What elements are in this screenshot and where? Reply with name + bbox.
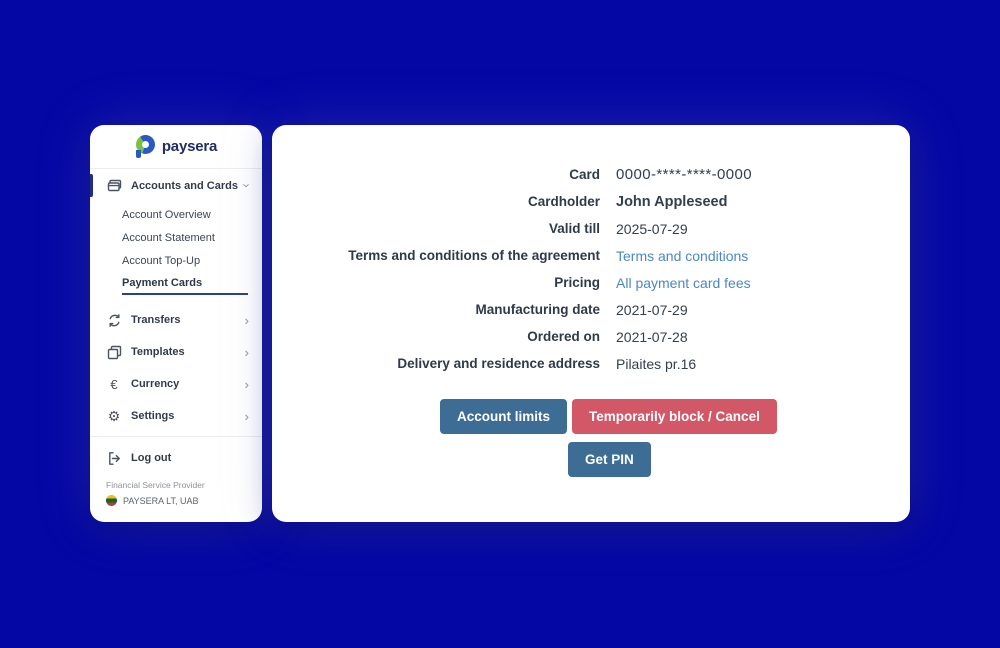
paysera-logo[interactable]: paysera <box>90 125 262 168</box>
detail-row: Ordered on 2021-07-28 <box>272 323 910 350</box>
card-details-list: Card 0000-****-****-0000 Cardholder John… <box>272 125 910 377</box>
detail-label: Valid till <box>548 221 600 236</box>
provider-info: Financial Service Provider PAYSERA LT, U… <box>90 474 262 506</box>
lithuania-flag-icon <box>106 495 117 506</box>
ordered-on-value: 2021-07-28 <box>616 328 688 345</box>
sidebar-item-label: Transfers <box>131 314 181 326</box>
delivery-address-value: Pilaites pr.16 <box>616 355 697 372</box>
provider-label: Financial Service Provider <box>106 480 205 490</box>
detail-label: Cardholder <box>527 194 600 209</box>
sidebar-item-templates[interactable]: Templates › <box>90 336 262 368</box>
chevron-right-icon: › <box>244 344 249 360</box>
logout-icon <box>106 450 122 466</box>
chevron-right-icon: › <box>244 408 249 424</box>
cardholder-value: John Appleseed <box>616 193 728 210</box>
detail-row: Manufacturing date 2021-07-29 <box>272 296 910 323</box>
paysera-logo-text: paysera <box>161 138 218 155</box>
detail-label: Card <box>569 167 600 182</box>
get-pin-button[interactable]: Get PIN <box>568 442 651 477</box>
provider-name: PAYSERA LT, UAB <box>123 495 199 506</box>
chevron-right-icon: › <box>244 312 249 328</box>
card-number-value: 0000-****-****-0000 <box>616 166 753 183</box>
detail-row: Card 0000-****-****-0000 <box>272 161 910 188</box>
submenu-label: Account Statement <box>122 231 215 244</box>
terms-and-conditions-link[interactable]: Terms and conditions <box>616 247 749 264</box>
manufacturing-date-value: 2021-07-29 <box>616 301 688 318</box>
sidebar-item-label: Settings <box>131 410 175 422</box>
detail-label: Pricing <box>554 275 600 290</box>
sidebar-item-transfers[interactable]: Transfers › <box>90 304 262 336</box>
sidebar-item-account-overview[interactable]: Account Overview <box>122 203 248 226</box>
sidebar-item-account-top-up[interactable]: Account Top-Up <box>122 249 248 272</box>
sidebar: paysera Accounts and Cards › Account Ove… <box>90 125 262 522</box>
valid-till-value: 2025-07-29 <box>616 220 688 237</box>
detail-row: Terms and conditions of the agreement Te… <box>272 242 910 269</box>
detail-label: Terms and conditions of the agreement <box>348 248 600 263</box>
logout-label: Log out <box>131 452 172 464</box>
sidebar-item-label: Templates <box>131 346 185 358</box>
detail-row: Pricing All payment card fees <box>272 269 910 296</box>
divider <box>90 168 262 169</box>
submenu-label: Account Overview <box>122 208 211 221</box>
sidebar-item-account-statement[interactable]: Account Statement <box>122 226 248 249</box>
detail-label: Delivery and residence address <box>397 356 600 371</box>
euro-icon: € <box>110 376 118 392</box>
detail-label: Ordered on <box>527 329 600 344</box>
sidebar-item-label: Currency <box>131 378 180 390</box>
cards-icon <box>106 178 122 194</box>
detail-row: Cardholder John Appleseed <box>272 188 910 215</box>
payment-card-fees-link[interactable]: All payment card fees <box>616 274 751 291</box>
block-cancel-button[interactable]: Temporarily block / Cancel <box>572 399 777 434</box>
submenu-label: Account Top-Up <box>122 254 201 267</box>
active-section-indicator <box>90 174 93 197</box>
sidebar-item-currency[interactable]: € Currency › <box>90 368 262 400</box>
chevron-down-icon: › <box>239 183 255 188</box>
sidebar-item-accounts-and-cards[interactable]: Accounts and Cards › <box>90 171 262 200</box>
gear-icon: ⚙ <box>107 408 121 424</box>
logout-button[interactable]: Log out <box>90 442 262 474</box>
sidebar-item-settings[interactable]: ⚙ Settings › <box>90 400 262 432</box>
detail-row: Delivery and residence address Pilaites … <box>272 350 910 377</box>
submenu-label: Payment Cards <box>122 276 203 289</box>
card-actions: Account limits Temporarily block / Cance… <box>440 399 910 477</box>
accounts-submenu: Account Overview Account Statement Accou… <box>122 203 248 295</box>
account-limits-button[interactable]: Account limits <box>440 399 568 434</box>
templates-icon <box>106 344 122 360</box>
detail-row: Valid till 2025-07-29 <box>272 215 910 242</box>
sidebar-item-label: Accounts and Cards <box>131 179 238 192</box>
divider <box>90 436 262 437</box>
card-details-panel: Card 0000-****-****-0000 Cardholder John… <box>272 125 910 522</box>
paysera-logo-icon <box>135 135 155 158</box>
detail-label: Manufacturing date <box>475 302 600 317</box>
sidebar-item-payment-cards[interactable]: Payment Cards <box>122 272 248 295</box>
sidebar-footer: Log out Financial Service Provider PAYSE… <box>90 436 262 506</box>
chevron-right-icon: › <box>244 376 249 392</box>
transfers-icon <box>106 312 122 328</box>
